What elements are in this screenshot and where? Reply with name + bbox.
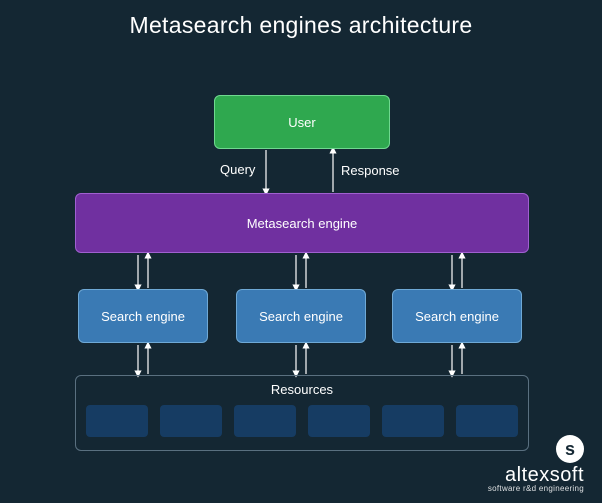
resource-item bbox=[160, 405, 222, 437]
logo-tagline: software r&d engineering bbox=[488, 485, 584, 493]
resources-row bbox=[76, 397, 528, 449]
edge-label-response: Response bbox=[341, 163, 400, 178]
resource-item bbox=[382, 405, 444, 437]
node-metasearch: Metasearch engine bbox=[75, 193, 529, 253]
node-search-engine-3: Search engine bbox=[392, 289, 522, 343]
resource-item bbox=[456, 405, 518, 437]
diagram-area: User Metasearch engine Search engine Sea… bbox=[0, 39, 602, 459]
node-search-engine-1: Search engine bbox=[78, 289, 208, 343]
resources-label: Resources bbox=[271, 382, 333, 397]
node-search-engine-2: Search engine bbox=[236, 289, 366, 343]
brand-logo: s altexsoft software r&d engineering bbox=[488, 435, 584, 493]
node-se2-label: Search engine bbox=[259, 309, 343, 324]
resource-item bbox=[234, 405, 296, 437]
node-user: User bbox=[214, 95, 390, 149]
edge-label-query: Query bbox=[220, 162, 255, 177]
resource-item bbox=[308, 405, 370, 437]
node-user-label: User bbox=[288, 115, 315, 130]
node-se1-label: Search engine bbox=[101, 309, 185, 324]
node-se3-label: Search engine bbox=[415, 309, 499, 324]
diagram-title: Metasearch engines architecture bbox=[0, 0, 602, 39]
logo-icon: s bbox=[556, 435, 584, 463]
resource-item bbox=[86, 405, 148, 437]
node-resources: Resources bbox=[75, 375, 529, 451]
logo-name: altexsoft bbox=[488, 465, 584, 485]
node-metasearch-label: Metasearch engine bbox=[247, 216, 358, 231]
